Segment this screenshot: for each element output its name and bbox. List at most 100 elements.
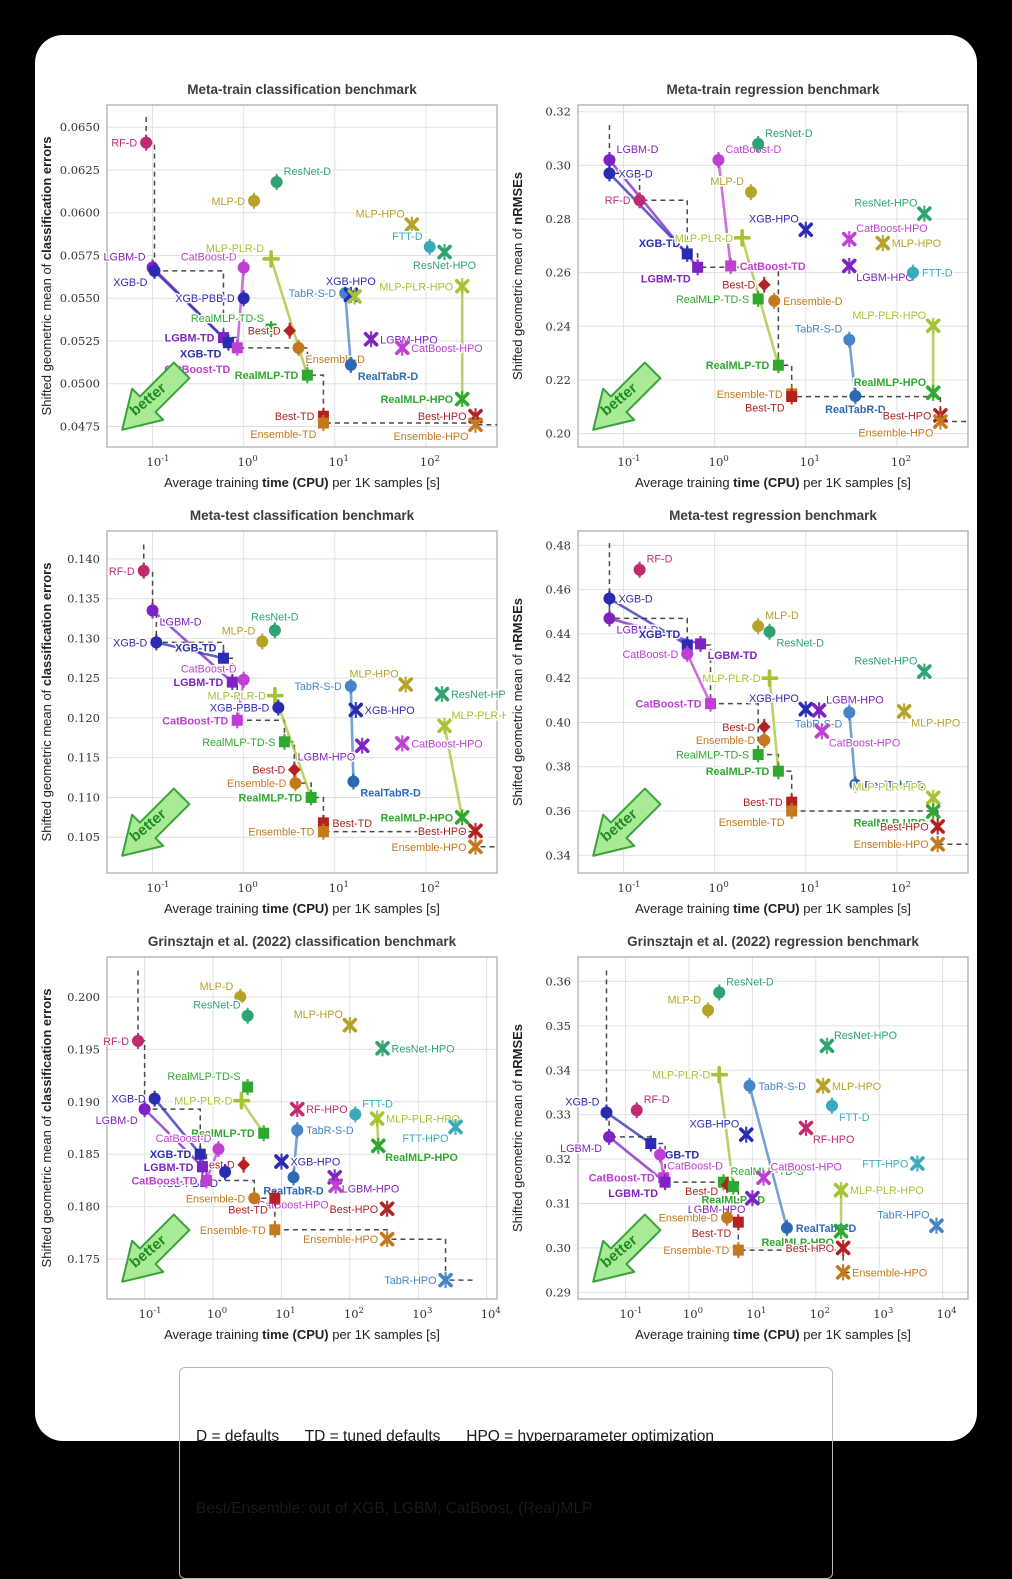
x-tick-label: 100 bbox=[207, 1306, 227, 1321]
point-label: Best-TD bbox=[332, 818, 372, 830]
data-point-marker bbox=[283, 324, 297, 338]
abbreviation-legend: D = defaults TD = tuned defaults HPO = h… bbox=[179, 1367, 833, 1579]
point-label: XGB-HPO bbox=[749, 693, 799, 705]
point-label: MLP-HPO bbox=[832, 1081, 881, 1093]
data-point-marker bbox=[231, 342, 243, 354]
axes-frame bbox=[577, 956, 969, 1300]
data-point-marker bbox=[438, 1272, 453, 1288]
point-label: LGBM-D bbox=[560, 1143, 602, 1155]
point-label: LGBM-HPO bbox=[826, 694, 884, 706]
x-tick-label: 10-1 bbox=[147, 880, 170, 895]
point-label: RF-D bbox=[647, 554, 673, 566]
data-point-marker bbox=[603, 1130, 616, 1143]
point-label: LGBM-D bbox=[104, 251, 146, 263]
point-label: CatBoost-D bbox=[181, 251, 237, 263]
point-label: CatBoost-D bbox=[622, 649, 678, 661]
data-point-marker bbox=[268, 624, 281, 637]
point-label: RealMLP-TD bbox=[239, 792, 303, 804]
chart-grinsztajn-regression: 0.29 0.30 0.31 0.32 0.33 0.34 0.35 0.36 10-1 100 1… bbox=[510, 934, 969, 1342]
point-label: Best-D bbox=[722, 280, 755, 292]
point-label: RealTabR-D bbox=[360, 788, 421, 800]
connection-line bbox=[717, 1074, 735, 1187]
point-label: XGB-TD bbox=[150, 1149, 192, 1161]
point-label: MLP-PLR-D bbox=[174, 1096, 232, 1108]
data-point-marker bbox=[289, 1101, 305, 1117]
data-point-marker bbox=[917, 664, 932, 679]
point-label: MLP-PLR-HPO bbox=[386, 1114, 460, 1126]
point-label: TabR-S-D bbox=[289, 288, 337, 300]
point-label: LGBM-HPO bbox=[380, 334, 438, 346]
data-point-marker bbox=[272, 701, 285, 714]
data-point-marker bbox=[925, 804, 941, 819]
y-tick-label: 0.38 bbox=[545, 760, 571, 774]
connection-line bbox=[847, 712, 857, 785]
data-point-marker bbox=[744, 186, 757, 199]
point-label: MLP-PLR-HPO bbox=[452, 710, 506, 722]
data-point-marker bbox=[354, 738, 370, 754]
point-label: Best-TD bbox=[228, 1204, 268, 1216]
plots-grid: 0.0475 0.0500 0.0525 0.0550 0.0575 0.0600 0.06… bbox=[35, 35, 977, 1351]
data-point-marker bbox=[348, 702, 364, 718]
x-axis-label: Average training time (CPU) per 1K sampl… bbox=[635, 1327, 911, 1342]
point-label: RealMLP-HPO bbox=[854, 377, 927, 389]
data-point-marker bbox=[752, 293, 764, 305]
data-point-marker bbox=[349, 1108, 362, 1121]
data-point-marker bbox=[344, 680, 357, 693]
data-point-marker bbox=[317, 417, 329, 429]
point-label: Ensemble-HPO bbox=[391, 842, 466, 854]
point-label: ResNet-D bbox=[284, 166, 332, 178]
point-label: CatBoost-HPO bbox=[856, 223, 927, 235]
point-label: ResNet-D bbox=[726, 977, 774, 989]
point-label: CatBoost-TD bbox=[740, 261, 806, 273]
point-label: RealTabR-D bbox=[825, 404, 886, 416]
data-point-marker bbox=[369, 1111, 385, 1126]
chart-title: Meta-train regression benchmark bbox=[666, 82, 880, 97]
better-arrow bbox=[121, 361, 191, 431]
point-label: RealMLP-TD bbox=[706, 360, 770, 372]
y-tick-label: 0.22 bbox=[545, 373, 571, 387]
connection-line bbox=[608, 597, 688, 647]
point-label: LGBM-D bbox=[160, 617, 202, 629]
data-point-marker bbox=[841, 258, 857, 274]
data-point-marker bbox=[811, 703, 827, 718]
y-tick-label: 0.30 bbox=[545, 158, 571, 172]
data-point-marker bbox=[835, 1265, 851, 1280]
y-tick-label: 0.190 bbox=[67, 1095, 100, 1109]
point-label: RealMLP-HPO bbox=[381, 394, 454, 406]
point-label: RealMLP-TD bbox=[235, 370, 299, 382]
x-tick-label: 10-1 bbox=[618, 880, 641, 895]
point-label: XGB-D bbox=[618, 168, 652, 180]
point-label: MLP-HPO bbox=[356, 209, 405, 221]
point-label: CatBoost-D bbox=[156, 1133, 212, 1145]
data-point-marker bbox=[819, 1038, 835, 1054]
point-label: LGBM-HPO bbox=[856, 272, 914, 284]
data-point-marker bbox=[917, 206, 932, 221]
axes-frame bbox=[106, 956, 498, 1300]
data-point-marker bbox=[786, 391, 798, 403]
data-point-marker bbox=[375, 1040, 390, 1056]
data-point-marker bbox=[217, 652, 229, 664]
data-point-marker bbox=[398, 677, 414, 692]
data-point-marker bbox=[437, 718, 452, 734]
point-label: CatBoost-HPO bbox=[257, 1200, 328, 1212]
data-point-marker bbox=[705, 698, 717, 710]
better-arrow bbox=[121, 787, 191, 857]
connection-line bbox=[717, 159, 733, 267]
chart-meta-test-classification: 0.105 0.110 0.115 0.120 0.125 0.130 0.135 0.140… bbox=[39, 508, 506, 916]
point-label: FTT-D bbox=[362, 1098, 393, 1110]
point-label: XGB-HPO bbox=[365, 705, 415, 717]
data-point-marker bbox=[232, 1091, 251, 1110]
data-point-marker bbox=[712, 153, 725, 166]
point-label: RF-D bbox=[111, 138, 137, 150]
data-point-marker bbox=[219, 1166, 232, 1179]
data-point-marker bbox=[727, 1181, 739, 1193]
x-tick-label: 103 bbox=[412, 1306, 432, 1321]
point-label: Ensemble-TD bbox=[200, 1225, 266, 1237]
point-label: CatBoost-TD bbox=[589, 1173, 655, 1185]
point-label: XGB-TD bbox=[175, 642, 217, 654]
chart-title: Grinsztajn et al. (2022) regression benc… bbox=[627, 934, 919, 949]
data-point-marker bbox=[752, 620, 765, 633]
connection-line bbox=[156, 641, 224, 660]
connection-line bbox=[608, 172, 689, 255]
data-point-marker bbox=[633, 563, 646, 576]
